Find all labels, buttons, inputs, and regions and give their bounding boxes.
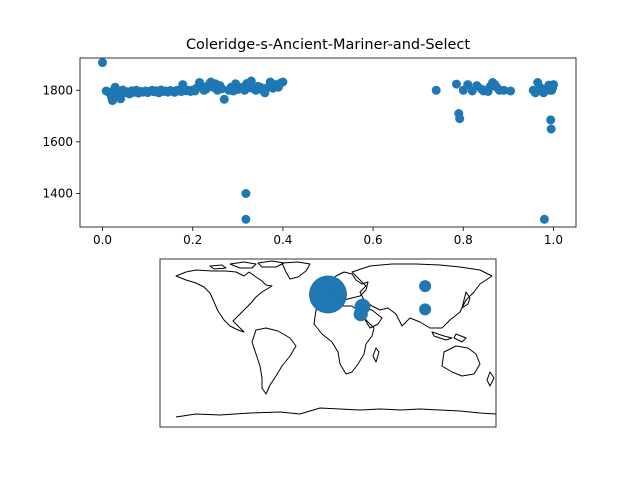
coast-madagascar — [372, 347, 380, 363]
data-point — [549, 80, 558, 90]
coast-north-america — [175, 269, 273, 333]
coast-south-america — [251, 327, 297, 395]
world-map-chart — [159, 258, 497, 428]
data-point — [546, 124, 556, 134]
data-point — [539, 214, 549, 224]
map-frame — [159, 258, 497, 428]
data-point — [278, 77, 288, 87]
coast-japan — [461, 291, 471, 309]
data-point — [108, 96, 117, 106]
location-markers — [309, 275, 432, 322]
scatter-points — [98, 58, 558, 224]
chart-title: Coleridge-s-Ancient-Mariner-and-Select — [186, 37, 470, 53]
map-marker — [419, 303, 432, 316]
coast-new-zealand — [486, 371, 495, 387]
world-coastlines — [175, 260, 496, 418]
coast-africa — [313, 304, 375, 375]
data-point — [219, 94, 229, 104]
data-point — [463, 80, 473, 90]
y-tick-label: 1800 — [42, 83, 73, 97]
map-marker — [353, 307, 368, 322]
data-point — [246, 76, 256, 86]
map-marker — [332, 285, 347, 300]
x-tick-label: 1.0 — [544, 233, 563, 247]
x-tick-label: 0.4 — [273, 233, 292, 247]
data-point — [431, 85, 441, 95]
y-tick-label: 1600 — [42, 135, 73, 149]
data-point — [98, 58, 107, 68]
y-tick-label: 1400 — [42, 186, 73, 200]
data-point — [546, 115, 556, 125]
data-point — [499, 85, 509, 95]
coast-asia — [351, 263, 493, 329]
x-tick-label: 0.2 — [183, 233, 202, 247]
coast-greenland — [281, 261, 311, 280]
x-tick-label: 0.8 — [454, 233, 473, 247]
map-marker — [309, 275, 347, 314]
plot-area-frame — [79, 57, 577, 228]
data-point — [241, 189, 251, 198]
data-point — [506, 86, 516, 96]
y-axis-ticks: 1400 1600 1800 — [42, 83, 80, 200]
coast-indonesia — [431, 331, 467, 343]
coast-arctic-islands — [209, 260, 285, 270]
x-axis-ticks: 0.0 0.2 0.4 0.6 0.8 1.0 — [93, 227, 563, 247]
x-tick-label: 0.6 — [364, 233, 383, 247]
x-tick-label: 0.0 — [93, 233, 112, 247]
data-point — [217, 84, 227, 94]
coast-australia — [441, 345, 481, 377]
data-point — [241, 214, 251, 224]
data-point — [455, 114, 465, 124]
coast-antarctica — [175, 407, 496, 418]
data-point — [452, 79, 461, 89]
year-scatter-chart: Coleridge-s-Ancient-Mariner-and-Select 0… — [42, 37, 577, 247]
map-marker — [419, 280, 432, 293]
